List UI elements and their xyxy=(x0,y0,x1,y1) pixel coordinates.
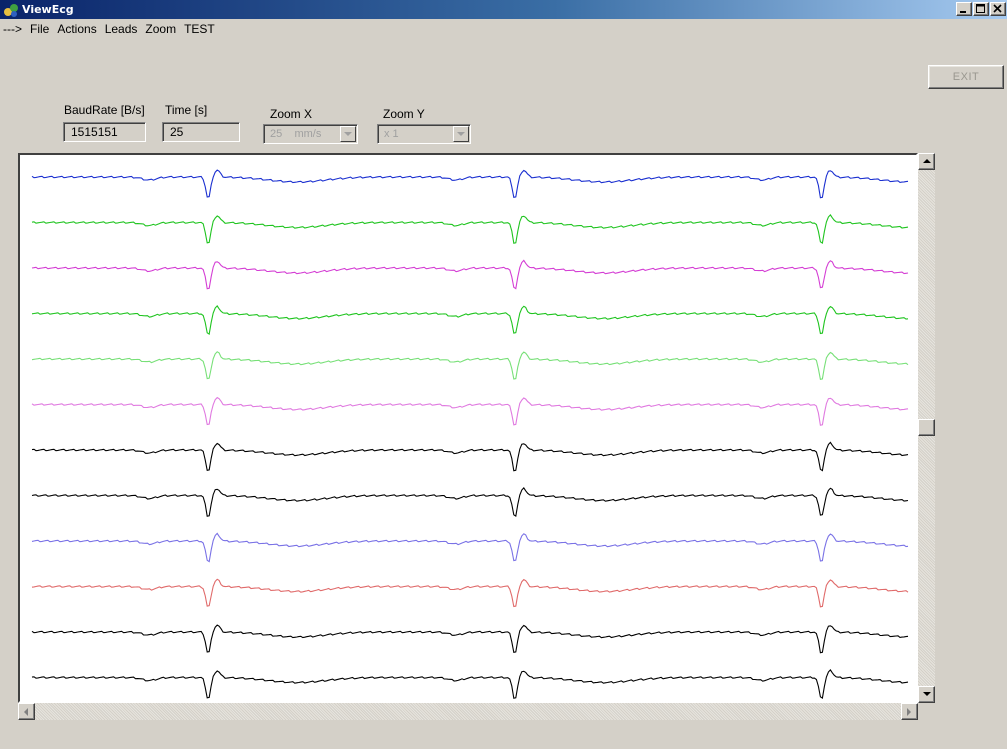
scroll-right-arrow-icon xyxy=(907,707,911,716)
zoom-y-dropdown-button[interactable] xyxy=(453,126,469,142)
zoom-x-dropdown-button[interactable] xyxy=(340,126,356,142)
dropdown-arrow-icon xyxy=(344,131,352,136)
ecg-lead-trace xyxy=(31,441,909,472)
zoom-x-label: Zoom X xyxy=(270,107,313,121)
menu-item-leads[interactable]: Leads xyxy=(104,22,138,36)
time-field[interactable]: 25 xyxy=(162,122,240,142)
menu-item-actions[interactable]: Actions xyxy=(57,22,97,36)
maximize-icon xyxy=(976,4,985,13)
window-titlebar[interactable]: ViewEcg xyxy=(0,0,1007,19)
ecg-lead-trace xyxy=(31,214,909,245)
minimize-button[interactable] xyxy=(956,2,972,16)
menu-item-file[interactable]: File xyxy=(30,22,50,36)
ecg-lead-trace xyxy=(31,669,909,700)
scroll-down-button[interactable] xyxy=(918,686,935,703)
ecg-lead-trace xyxy=(31,578,909,608)
dropdown-arrow-icon xyxy=(457,131,465,136)
exit-button[interactable]: EXIT xyxy=(928,65,1004,89)
zoom-y-label: Zoom Y xyxy=(383,107,425,121)
scroll-up-arrow-icon xyxy=(922,159,931,163)
ecg-traces xyxy=(31,169,909,700)
vertical-scrollbar[interactable] xyxy=(918,153,935,703)
minimize-icon xyxy=(960,11,966,13)
scroll-left-button[interactable] xyxy=(18,703,35,720)
horizontal-scrollbar[interactable] xyxy=(18,703,918,720)
close-button[interactable] xyxy=(990,2,1006,16)
time-label: Time [s] xyxy=(165,103,208,117)
scroll-up-button[interactable] xyxy=(918,153,935,170)
ecg-lead-trace xyxy=(31,351,909,380)
zoom-y-value: x 1 xyxy=(384,128,399,140)
ecg-lead-trace xyxy=(31,396,909,426)
vertical-scroll-thumb[interactable] xyxy=(918,419,935,436)
close-icon xyxy=(993,4,1002,13)
zoom-y-select[interactable]: x 1 xyxy=(377,124,471,144)
ecg-lead-trace xyxy=(31,259,909,290)
ecg-lead-trace xyxy=(31,624,909,654)
zoom-x-value: 25 mm/s xyxy=(270,128,322,140)
ecg-lead-trace xyxy=(31,305,909,336)
maximize-button[interactable] xyxy=(973,2,989,16)
scroll-left-arrow-icon xyxy=(24,707,28,716)
viewecg-app-icon xyxy=(4,3,18,17)
menu-item-zoom[interactable]: Zoom xyxy=(145,22,177,36)
baudrate-field[interactable]: 1515151 xyxy=(63,122,146,142)
scroll-down-arrow-icon xyxy=(922,692,931,696)
menu-item-test[interactable]: TEST xyxy=(184,22,215,36)
baudrate-label: BaudRate [B/s] xyxy=(64,103,145,117)
ecg-display[interactable] xyxy=(18,153,918,703)
ecg-lead-trace xyxy=(31,487,909,518)
scroll-right-button[interactable] xyxy=(901,703,918,720)
window-title: ViewEcg xyxy=(22,3,74,16)
zoom-x-select[interactable]: 25 mm/s xyxy=(263,124,358,144)
ecg-lead-trace xyxy=(31,169,909,199)
menu-item-arrow[interactable]: ---> xyxy=(3,22,22,36)
menu-bar: ---> File Actions Leads Zoom TEST xyxy=(0,20,1007,38)
ecg-lead-trace xyxy=(31,532,909,563)
